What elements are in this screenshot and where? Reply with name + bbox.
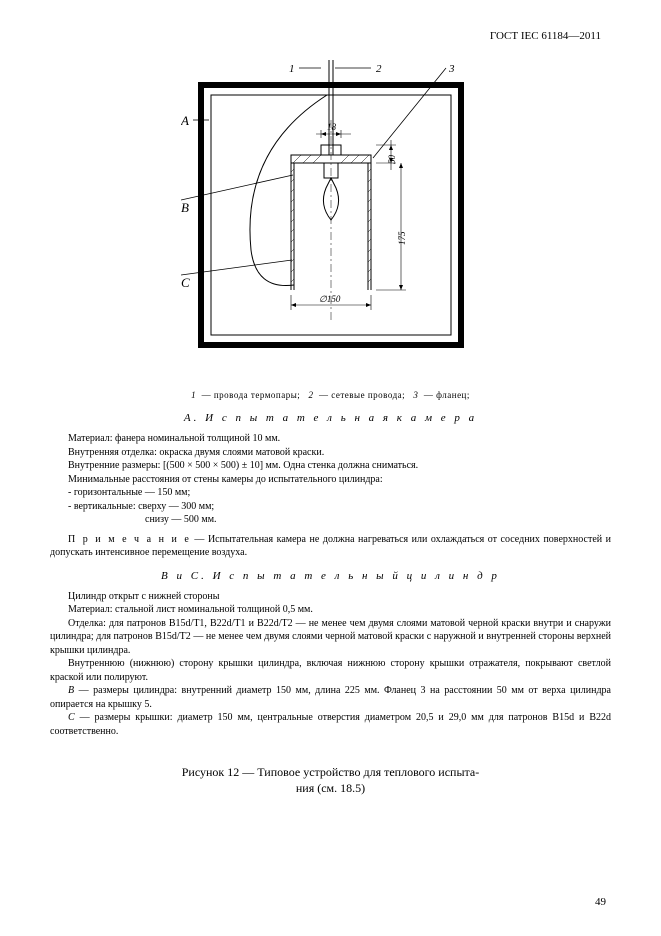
label-b: B [181,200,189,215]
test-chamber-diagram: 1 2 3 A [181,60,481,360]
sbc-p2: Материал: стальной лист номинальной толщ… [50,603,611,617]
sa-p1: Материал: фанера номинальной толщиной 10… [50,432,611,446]
sa-p6: - вертикальные: сверху — 300 мм; [50,500,611,514]
dim-18: 18 [327,122,337,132]
section-a-body: Материал: фанера номинальной толщиной 10… [50,432,611,527]
section-bc-body: Цилиндр открыт с нижней стороны Материал… [50,590,611,739]
dim-175: 175 [397,231,407,245]
sbc-p5-t: — размеры цилиндра: внутренний диаметр 1… [50,685,611,710]
legend-i1: 1 [191,390,196,400]
page-number: 49 [595,896,606,908]
sa-p3: Внутренние размеры: [(500 × 500 × 500) ±… [50,459,611,473]
callout-1: 1 [289,63,295,75]
caption-line2: ния (см. 18.5) [296,781,365,795]
callout-2: 2 [376,63,382,75]
figure-caption: Рисунок 12 — Типовое устройство для тепл… [50,764,611,796]
sbc-p1: Цилиндр открыт с нижней стороны [50,590,611,604]
note-label: П р и м е ч а н и е [68,534,191,545]
caption-line1: Рисунок 12 — Типовое устройство для тепл… [182,765,480,779]
legend-i2: 2 [309,390,314,400]
sbc-p6-i: C [68,712,75,723]
sa-p2: Внутренняя отделка: окраска двумя слоями… [50,446,611,460]
sa-p4: Минимальные расстояния от стены камеры д… [50,473,611,487]
figure-legend: 1 — провода термопары; 2 — сетевые прово… [50,390,611,400]
dim-d150: ∅150 [319,294,341,304]
sbc-p3: Отделка: для патронов B15d/T1, B22d/T1 и… [50,617,611,658]
label-a: A [181,113,189,128]
callout-3: 3 [448,63,455,75]
sbc-p4: Внутреннюю (нижнюю) сторону крышки цилин… [50,657,611,684]
section-a-heading: A. И с п ы т а т е л ь н а я к а м е р а [50,412,611,424]
legend-t3: фланец; [436,390,470,400]
sbc-p6-t: — размеры крышки: диаметр 150 мм, центра… [50,712,611,737]
sa-p5: - горизонтальные — 150 мм; [50,486,611,500]
figure-container: 1 2 3 A [50,60,611,365]
label-c: C [181,275,190,290]
legend-i3: 3 [413,390,418,400]
standard-code: ГОСТ IEC 61184—2011 [490,30,601,42]
dim-50: 50 [387,155,397,165]
legend-t1: провода термопары; [214,390,300,400]
sa-p7: снизу — 500 мм. [50,513,611,527]
sbc-p5: B — размеры цилиндра: внутренний диаметр… [50,684,611,711]
page: ГОСТ IEC 61184—2011 1 2 3 A [0,0,661,936]
sbc-p6: C — размеры крышки: диаметр 150 мм, цент… [50,711,611,738]
section-bc-heading: B и C. И с п ы т а т е л ь н ы й ц и л и… [50,570,611,582]
note-block: П р и м е ч а н и е — Испытательная каме… [50,533,611,560]
legend-t2: сетевые провода; [331,390,405,400]
